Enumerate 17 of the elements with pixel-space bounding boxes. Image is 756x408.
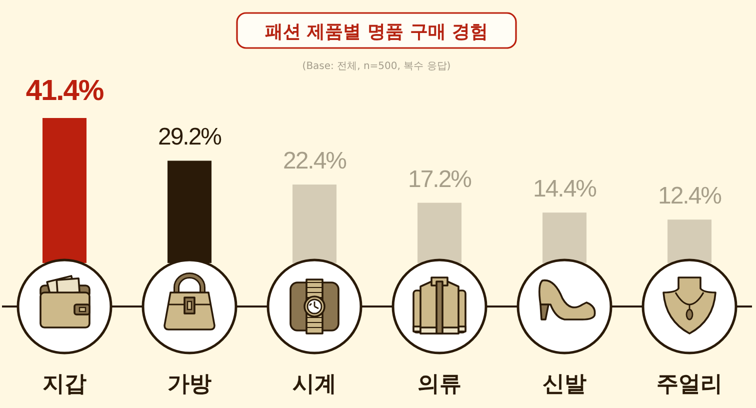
- x-tick-label: 신발: [542, 372, 586, 397]
- x-tick-label: 주얼리: [656, 372, 722, 397]
- data-label: 22.4%: [282, 148, 347, 175]
- data-label: 29.2%: [158, 124, 222, 151]
- bar: [418, 202, 462, 263]
- x-tick-label: 가방: [168, 372, 212, 397]
- chart-subtitle: (Base: 전체, n=500, 복수 응답): [302, 61, 451, 72]
- chart-title: 패션 제품별 명품 구매 경험: [264, 22, 488, 42]
- data-label: 41.4%: [26, 75, 104, 107]
- data-label: 12.4%: [658, 182, 722, 210]
- data-label: 14.4%: [532, 176, 597, 203]
- bar: [542, 212, 586, 263]
- bar: [668, 220, 712, 263]
- x-tick-label: 의류: [418, 372, 462, 397]
- x-tick-label: 시계: [292, 372, 336, 397]
- data-label: 17.2%: [408, 166, 472, 193]
- x-tick-label: 지갑: [42, 372, 86, 397]
